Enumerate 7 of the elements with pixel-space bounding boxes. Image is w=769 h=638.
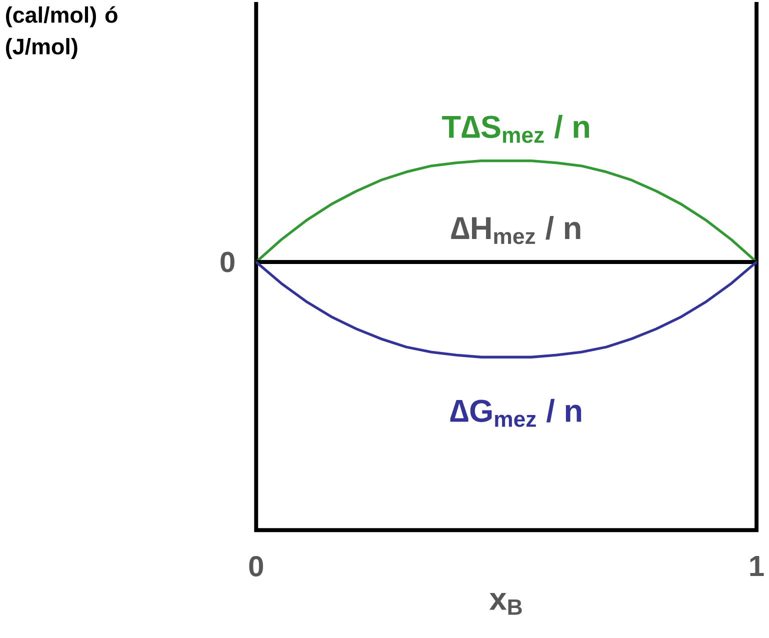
- series-label: ∆H$_{mez}$ / n: [451, 216, 580, 244]
- series-label: ∆G$_{mez}$ / n: [450, 398, 582, 428]
- text: (cal/mol) ó (J/mol): [6, 6, 118, 60]
- x-tick-label: 1: [750, 556, 764, 576]
- annotation: 0: [220, 252, 234, 272]
- x-axis-title: x$_{B}$: [489, 593, 522, 615]
- series-label: T∆S$_{mez}$ / n: [442, 114, 590, 144]
